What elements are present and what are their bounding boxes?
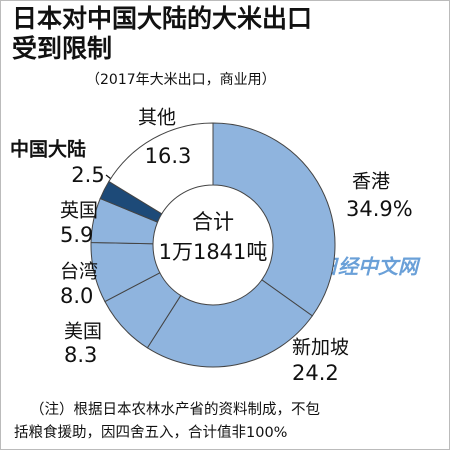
category-label: 台湾 [60, 261, 98, 283]
note: 括粮食援助，因四舍五入，合计值非100% [14, 424, 287, 441]
value-label: 5.9 [60, 223, 93, 247]
slice [108, 122, 214, 215]
value-label: 34.9% [346, 197, 413, 221]
category-label: 中国大陆 [10, 138, 86, 161]
value-label: 8.0 [60, 284, 93, 308]
value-label: 8.3 [64, 343, 97, 367]
slice [212, 122, 336, 317]
chart-subtitle: （2017年大米出口，商业用） [86, 72, 276, 88]
value-label: 2.5 [71, 163, 104, 187]
center-label: 1万1841吨 [159, 240, 268, 264]
category-label: 美国 [64, 321, 102, 343]
category-label: 英国 [60, 200, 98, 222]
chart-title: 受到限制 [12, 34, 112, 63]
category-label: 其他 [138, 107, 176, 129]
note: （注）根据日本农林水产省的资料制成，不包 [30, 401, 320, 418]
chart-title: 日本对中国大陆的大米出口 [12, 4, 312, 33]
category-label: 香港 [352, 171, 390, 193]
value-label: 24.2 [292, 361, 339, 385]
center-label: 合计 [192, 210, 234, 234]
watermark: 日经中文网 [318, 255, 421, 279]
value-label: 16.3 [145, 144, 192, 168]
category-label: 新加坡 [292, 337, 349, 359]
slice [146, 279, 314, 368]
